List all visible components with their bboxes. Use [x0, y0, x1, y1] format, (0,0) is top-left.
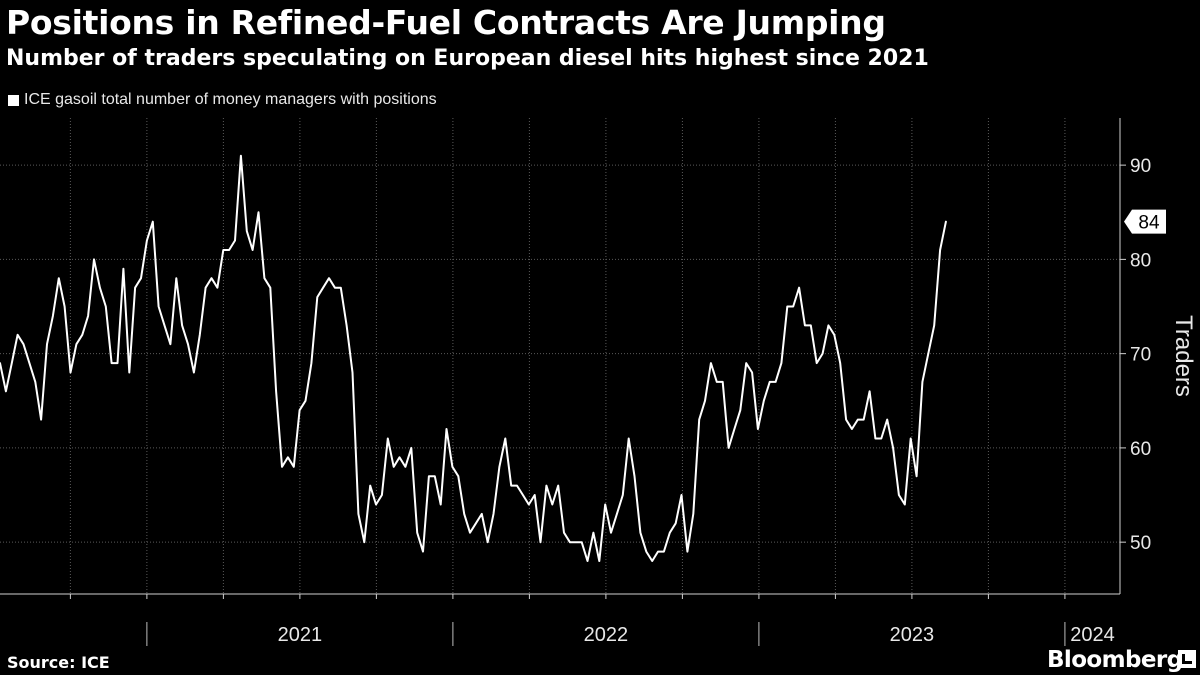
x-tick-label: 2023: [890, 624, 935, 646]
y-tick-label: 50: [1130, 533, 1151, 554]
series-line: [0, 154, 947, 562]
x-tick-label: 2024: [1070, 624, 1115, 646]
legend: ICE gasoil total number of money manager…: [8, 91, 437, 109]
y-tick-label: 70: [1130, 345, 1151, 366]
legend-swatch: [8, 94, 19, 106]
chart-title: Positions in Refined-Fuel Contracts Are …: [6, 3, 886, 42]
bloomberg-logo: Bloomberg: [1047, 647, 1183, 673]
y-axis-label: Traders: [1170, 315, 1197, 397]
last-value-label: 84: [1138, 213, 1160, 234]
y-tick-label: 80: [1130, 250, 1151, 271]
chart-subtitle: Number of traders speculating on Europea…: [6, 46, 929, 71]
x-tick-label: 2022: [584, 624, 629, 646]
x-tick-label: 2021: [278, 624, 323, 646]
y-tick-label: 90: [1130, 156, 1151, 177]
last-value-badge: [1124, 209, 1166, 234]
y-tick-label: 60: [1130, 439, 1151, 460]
source-note: Source: ICE: [7, 653, 110, 672]
bloomberg-terminal-icon: [1178, 650, 1196, 668]
legend-label: ICE gasoil total number of money manager…: [24, 91, 437, 108]
